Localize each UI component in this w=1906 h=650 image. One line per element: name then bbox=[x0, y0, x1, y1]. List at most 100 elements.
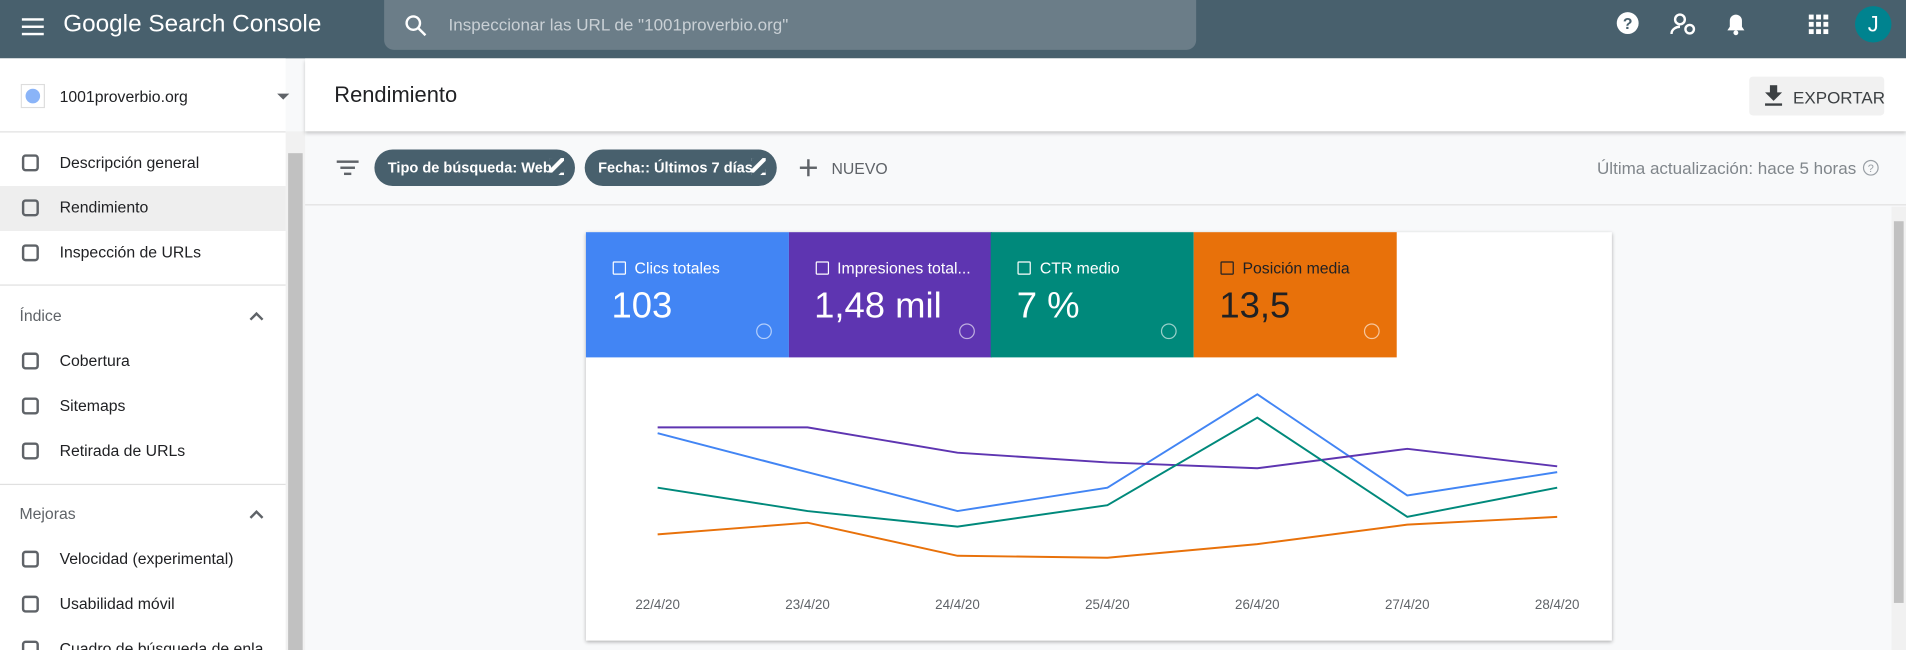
metric-label: Clics totales bbox=[634, 258, 720, 278]
metric-tile[interactable]: Clics totales 103 bbox=[585, 232, 789, 358]
x-tick-label: 25/4/20 bbox=[1085, 597, 1130, 612]
search-placeholder: Inspeccionar las URL de "1001proverbio.o… bbox=[448, 14, 789, 35]
help-icon bbox=[1364, 323, 1380, 340]
nav-icon bbox=[21, 442, 39, 460]
nav-item[interactable]: Inspección de URLs bbox=[59, 243, 201, 262]
metric-label: Impresiones total... bbox=[837, 258, 971, 278]
chip-label: Fecha:: Últimos 7 días bbox=[598, 159, 753, 177]
icon-shape bbox=[21, 442, 39, 460]
menu-icon[interactable] bbox=[21, 15, 45, 39]
chevron bbox=[249, 311, 264, 321]
nav-item[interactable]: Cobertura bbox=[59, 351, 130, 370]
apps-icon[interactable] bbox=[1808, 13, 1830, 35]
help-icon[interactable]: ? bbox=[1862, 159, 1879, 176]
icon-shape bbox=[21, 199, 39, 217]
metric-value: 7 % bbox=[1016, 285, 1080, 326]
divider bbox=[0, 284, 286, 286]
nav-icon bbox=[21, 244, 39, 262]
search-icon bbox=[405, 15, 427, 37]
nav-icon bbox=[21, 154, 39, 172]
svg-text:?: ? bbox=[1623, 16, 1633, 33]
add-icon[interactable] bbox=[799, 158, 818, 177]
series-line bbox=[657, 393, 1558, 513]
dropdown-icon[interactable] bbox=[276, 92, 291, 102]
divider bbox=[305, 204, 1906, 206]
checkbox bbox=[612, 261, 627, 275]
icon-shape bbox=[21, 640, 39, 650]
checkbox bbox=[1220, 261, 1234, 275]
new-filter[interactable]: NUEVO bbox=[831, 159, 888, 178]
filter-chip[interactable]: Fecha:: Últimos 7 días bbox=[584, 149, 777, 186]
nav-icon bbox=[21, 199, 39, 217]
section-title[interactable]: Mejoras bbox=[19, 504, 76, 523]
icon-shape bbox=[21, 154, 39, 172]
export-button[interactable]: EXPORTAR bbox=[1749, 76, 1886, 116]
sidebar: 1001proverbio.org Descripción general Ren… bbox=[0, 58, 290, 650]
help-icon bbox=[958, 323, 975, 340]
icon-shape bbox=[21, 550, 39, 568]
nav-item[interactable]: Sitemaps bbox=[59, 396, 126, 415]
nav-item[interactable]: Retirada de URLs bbox=[59, 441, 186, 460]
x-tick-label: 27/4/20 bbox=[1385, 597, 1430, 612]
x-tick-label: 24/4/20 bbox=[935, 597, 980, 612]
collapse-icon[interactable] bbox=[249, 509, 264, 519]
divider bbox=[0, 131, 286, 133]
section-title[interactable]: Índice bbox=[19, 306, 62, 325]
checkbox bbox=[815, 261, 829, 275]
series-line bbox=[657, 416, 1558, 528]
metric-label: Posición media bbox=[1242, 258, 1350, 278]
edit-icon bbox=[751, 158, 766, 176]
property-icon bbox=[20, 83, 45, 109]
page-title: Rendimiento bbox=[334, 82, 458, 107]
active-item-bg bbox=[0, 185, 286, 231]
icon-shape bbox=[21, 244, 39, 262]
last-update: Última actualización: hace 5 horas bbox=[1597, 158, 1857, 178]
metric-tile[interactable]: Posición media 13,5 bbox=[1193, 232, 1397, 358]
nav-item[interactable]: Velocidad (experimental) bbox=[59, 549, 234, 568]
x-tick-label: 23/4/20 bbox=[785, 597, 830, 612]
settings-icon[interactable] bbox=[1670, 11, 1697, 38]
property-name[interactable]: 1001proverbio.org bbox=[59, 87, 188, 106]
metric-tile[interactable]: CTR medio 7 % bbox=[991, 232, 1195, 358]
help-icon[interactable]: ? bbox=[1616, 11, 1640, 35]
help-icon bbox=[1161, 323, 1178, 340]
top-bar: Google Search Console Inspeccionar las U… bbox=[0, 0, 1906, 59]
metric-value: 103 bbox=[611, 285, 673, 326]
icon-shape bbox=[21, 595, 39, 613]
product-name: Google Search Console bbox=[63, 10, 322, 38]
nav-icon bbox=[21, 550, 39, 568]
main-scrollbar[interactable] bbox=[1891, 206, 1906, 650]
export-label: EXPORTAR bbox=[1793, 87, 1886, 107]
nav-icon bbox=[21, 397, 39, 415]
nav-item[interactable]: Cuadro de búsqueda de enla bbox=[59, 639, 264, 650]
sidebar-scrollbar[interactable] bbox=[285, 131, 306, 650]
chip-label: Tipo de búsqueda: Web bbox=[387, 159, 552, 177]
metric-tile[interactable]: Impresiones total... 1,48 mil bbox=[788, 232, 992, 358]
nav-icon bbox=[21, 595, 39, 613]
x-tick-label: 22/4/20 bbox=[635, 597, 680, 612]
nav-item[interactable]: Descripción general bbox=[59, 153, 200, 172]
divider bbox=[0, 483, 286, 486]
series-line bbox=[657, 515, 1558, 559]
help-icon bbox=[756, 323, 772, 340]
x-tick-label: 28/4/20 bbox=[1535, 597, 1580, 612]
x-tick-label: 26/4/20 bbox=[1235, 597, 1280, 612]
collapse-icon[interactable] bbox=[249, 311, 264, 321]
metric-label: CTR medio bbox=[1039, 258, 1120, 278]
filter-icon[interactable] bbox=[336, 158, 360, 177]
search-box[interactable]: Inspeccionar las URL de "1001proverbio.o… bbox=[384, 0, 1197, 50]
metric-value: 1,48 mil bbox=[814, 285, 942, 326]
nav-icon bbox=[21, 640, 39, 650]
filter-chip[interactable]: Tipo de búsqueda: Web bbox=[374, 149, 575, 186]
page-header: Rendimiento EXPORTAR bbox=[305, 58, 1906, 132]
icon-shape bbox=[21, 352, 39, 370]
avatar[interactable]: J bbox=[1855, 6, 1892, 43]
nav-item[interactable]: Usabilidad móvil bbox=[59, 594, 175, 613]
nav-item[interactable]: Rendimiento bbox=[59, 198, 149, 217]
nav-icon bbox=[21, 352, 39, 370]
metric-value: 13,5 bbox=[1219, 285, 1291, 326]
notifications-icon[interactable] bbox=[1724, 11, 1748, 38]
chevron bbox=[249, 510, 264, 519]
